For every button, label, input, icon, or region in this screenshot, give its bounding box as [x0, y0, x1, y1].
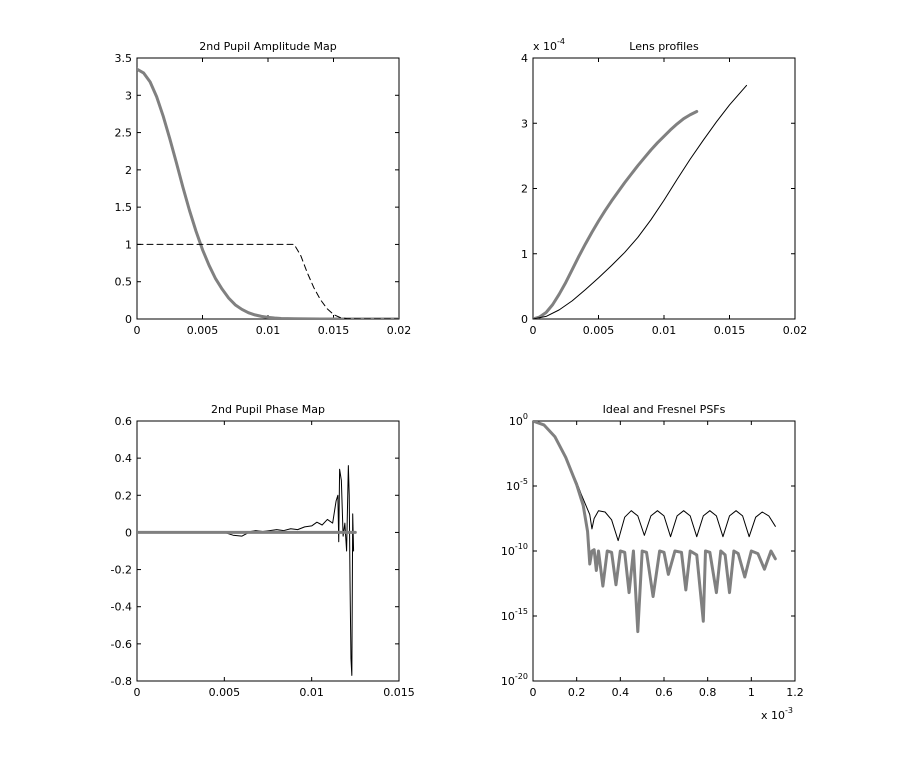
y-tick-label: 0.4 [115, 452, 133, 465]
series-line-1 [533, 84, 748, 319]
x-tick-label: 1 [748, 686, 755, 699]
panel-pupil-phase: 2nd Pupil Phase Map 0 0.005 0.01 0.015 -0.8 -0… [111, 403, 415, 699]
y-tick-label: -0.4 [111, 601, 132, 614]
y-tick-label: 3 [125, 89, 132, 102]
y-tick-label: 0 [521, 313, 528, 326]
chart-title: Lens profiles [629, 40, 699, 53]
y-tick-label: -0.2 [111, 564, 132, 577]
y-tick-label: 0.6 [115, 415, 133, 428]
x-tick-label: 0.005 [187, 324, 219, 337]
x-tick-label: 0.4 [612, 686, 630, 699]
y-tick-label: 10-10 [501, 542, 528, 558]
y-tick-label: 3 [521, 117, 528, 130]
x-tick-label: 0.01 [652, 324, 677, 337]
x-tick-label: 0.005 [583, 324, 615, 337]
x-tick-label: 0.015 [714, 324, 746, 337]
y-tick-label: -0.8 [111, 675, 132, 688]
axes-frame [532, 57, 796, 320]
y-tick-label: 0.5 [115, 276, 133, 289]
series-line-0 [137, 465, 355, 676]
x-multiplier-label: x 10-3 [761, 706, 793, 722]
x-tick-label: 0 [134, 324, 141, 337]
x-tick-label: 0.2 [568, 686, 586, 699]
x-tick-label: 0.8 [699, 686, 717, 699]
x-tick-label: 1.2 [786, 686, 804, 699]
y-tick-label: 100 [509, 412, 528, 428]
y-tick-label: 10-5 [506, 477, 528, 493]
y-tick-label: 1.5 [115, 201, 133, 214]
y-tick-label: 2 [521, 183, 528, 196]
chart-title: 2nd Pupil Amplitude Map [199, 40, 337, 53]
series-line-0 [137, 67, 399, 319]
y-tick-label: 0 [125, 313, 132, 326]
axes-frame [136, 57, 400, 320]
axes-frame [136, 420, 400, 682]
series-line-1 [533, 421, 777, 634]
x-tick-label: 0.6 [655, 686, 673, 699]
y-tick-label: 0.2 [115, 489, 133, 502]
y-tick-label: 10-15 [501, 607, 528, 623]
y-tick-label: 1 [521, 248, 528, 261]
chart-title: 2nd Pupil Phase Map [211, 403, 325, 416]
x-tick-label: 0 [530, 324, 537, 337]
y-multiplier-label: x 10-4 [533, 37, 565, 53]
x-tick-label: 0 [134, 686, 141, 699]
series-line-0 [533, 110, 699, 319]
y-tick-label: 4 [521, 52, 528, 65]
y-tick-label: 0 [125, 526, 132, 539]
y-tick-label: 10-20 [501, 672, 528, 688]
y-tick-label: 2 [125, 164, 132, 177]
y-tick-label: -0.6 [111, 638, 132, 651]
panel-psfs: Ideal and Fresnel PSFs 0 0.2 0.4 0.6 0.8 1 1.2 1… [501, 403, 804, 722]
x-tick-label: 0.015 [318, 324, 350, 337]
x-tick-label: 0 [530, 686, 537, 699]
x-tick-label: 0.005 [209, 686, 241, 699]
x-tick-label: 0.01 [256, 324, 281, 337]
y-tick-label: 3.5 [115, 52, 133, 65]
y-tick-label: 2.5 [115, 127, 133, 140]
x-tick-label: 0.01 [299, 686, 324, 699]
chart-title: Ideal and Fresnel PSFs [603, 403, 726, 416]
x-tick-label: 0.02 [387, 324, 412, 337]
x-tick-label: 0.015 [383, 686, 415, 699]
x-tick-label: 0.02 [783, 324, 808, 337]
series-line-0 [533, 421, 776, 542]
series-line-1 [137, 243, 399, 319]
y-tick-label: 1 [125, 238, 132, 251]
panel-pupil-amplitude: 2nd Pupil Amplitude Map 0 0.005 0.01 0.015 0.… [115, 40, 412, 337]
panel-lens-profiles: Lens profiles 0 0.005 0.01 0.015 0.02 0 1 2 3 4 x 1… [521, 37, 807, 337]
